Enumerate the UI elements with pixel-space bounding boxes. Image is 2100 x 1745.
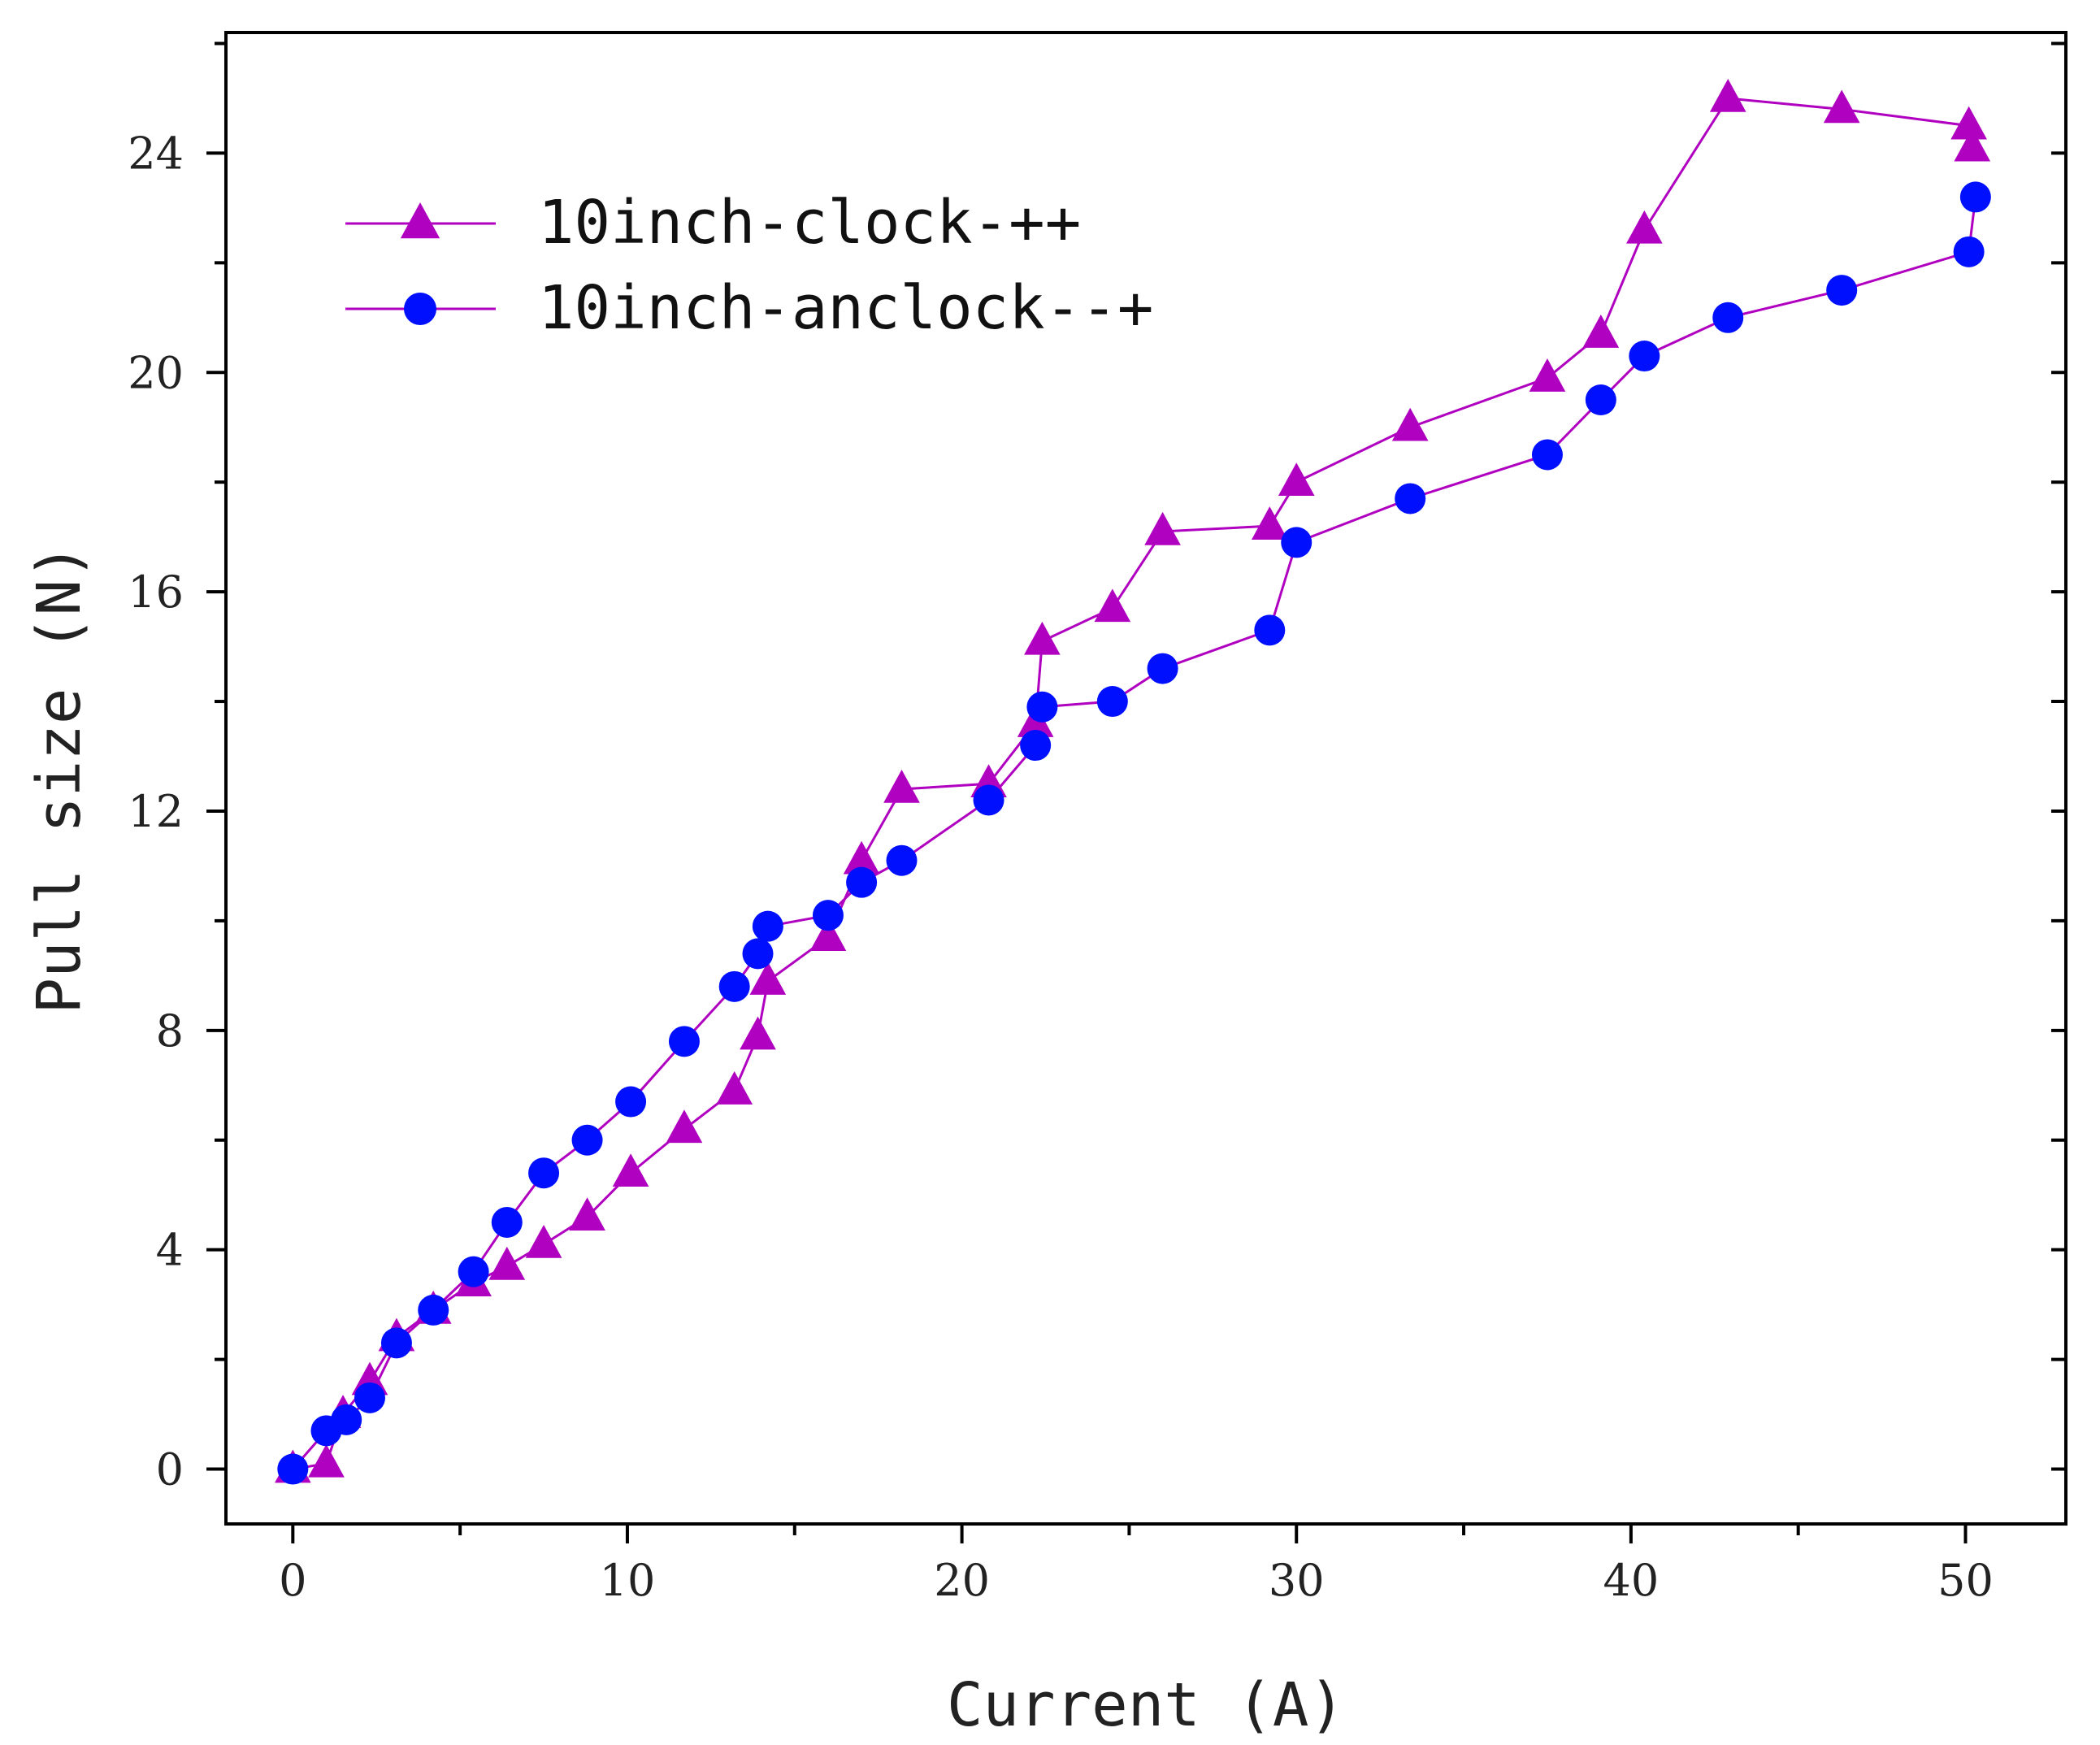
triangle-marker [716, 1071, 753, 1105]
legend-circle-icon [404, 293, 436, 325]
x-tick-label: 10 [600, 1555, 656, 1606]
circle-marker [1096, 686, 1128, 718]
circle-marker [331, 1404, 362, 1435]
y-tick-label: 12 [128, 786, 184, 837]
series-line-2 [292, 197, 1977, 1470]
x-axis-title: Current (A) [947, 1670, 1345, 1740]
triangle-marker [1709, 78, 1746, 112]
triangle-marker [1144, 511, 1181, 545]
y-tick-label: 8 [156, 1005, 184, 1057]
legend-triangle-icon [400, 202, 440, 239]
circle-marker [812, 900, 844, 931]
circle-marker [1254, 614, 1286, 646]
circle-marker [354, 1382, 386, 1413]
circle-marker [1020, 730, 1052, 762]
legend-label: 10inch-clock-++ [538, 188, 1081, 258]
circle-marker [1712, 302, 1744, 333]
circle-marker [615, 1086, 647, 1118]
circle-marker [1147, 653, 1178, 684]
triangle-marker [1251, 506, 1288, 540]
circle-marker [380, 1327, 412, 1359]
triangle-marker [612, 1153, 649, 1187]
circle-marker [1026, 691, 1058, 723]
triangle-marker [666, 1109, 703, 1144]
triangle-marker [525, 1224, 562, 1258]
circle-marker [718, 970, 750, 1002]
plot-area-frame [224, 31, 2067, 1526]
legend: 10inch-clock-++ 10inch-anclock--+ [345, 188, 1153, 343]
circle-marker [528, 1157, 560, 1189]
triangle-marker [843, 840, 880, 875]
x-tick-label: 0 [279, 1555, 306, 1606]
triangle-marker [1278, 462, 1315, 496]
circle-marker [668, 1026, 700, 1057]
circle-marker [886, 844, 918, 876]
circle-marker [1629, 341, 1660, 372]
y-tick-label: 0 [156, 1444, 184, 1495]
circle-marker [418, 1294, 449, 1326]
circle-marker [458, 1256, 489, 1287]
triangle-marker [740, 1016, 776, 1050]
circle-marker [1953, 236, 1985, 267]
circle-marker [491, 1206, 523, 1238]
circle-marker [1395, 483, 1426, 514]
series-markers [275, 78, 1991, 1485]
x-axis-ticks: 0 10 20 30 40 50 [279, 1524, 1994, 1606]
triangle-marker [749, 961, 787, 995]
x-tick-label: 30 [1269, 1555, 1325, 1606]
x-tick-label: 20 [934, 1555, 990, 1606]
circle-marker [1826, 275, 1858, 306]
y-tick-label: 24 [128, 128, 184, 179]
y-tick-label: 20 [128, 347, 184, 398]
triangle-marker [1024, 621, 1061, 655]
circle-marker [1531, 439, 1563, 471]
triangle-marker [1582, 315, 1620, 348]
triangle-marker [1529, 358, 1566, 392]
triangle-marker [809, 918, 847, 951]
y-tick-label: 4 [156, 1225, 184, 1276]
y-tick-label: 16 [128, 566, 184, 618]
triangle-marker [1626, 210, 1663, 244]
y-axis-ticks: 0 4 8 12 16 20 24 [128, 41, 2066, 1495]
triangle-marker [1954, 128, 1991, 162]
triangle-marker [1094, 588, 1131, 623]
triangle-marker [883, 769, 920, 803]
triangle-marker [569, 1197, 605, 1231]
x-tick-label: 40 [1603, 1555, 1660, 1606]
circle-marker [1585, 384, 1616, 416]
x-tick-label: 50 [1937, 1555, 1994, 1606]
triangle-marker [1391, 407, 1429, 441]
circle-marker [571, 1124, 603, 1156]
circle-marker [277, 1453, 309, 1485]
triangle-marker [1950, 106, 1987, 140]
y-axis-title: Pull size (N) [24, 543, 94, 1014]
circle-marker [752, 910, 783, 942]
legend-label: 10inch-anclock--+ [538, 273, 1153, 343]
triangle-marker [488, 1246, 526, 1280]
circle-marker [846, 866, 878, 898]
circle-marker [1281, 527, 1312, 558]
circle-marker [742, 938, 774, 970]
circle-marker [1959, 181, 1991, 213]
triangle-marker [1823, 89, 1860, 124]
triangle-marker [308, 1443, 345, 1478]
circle-marker [973, 784, 1004, 816]
